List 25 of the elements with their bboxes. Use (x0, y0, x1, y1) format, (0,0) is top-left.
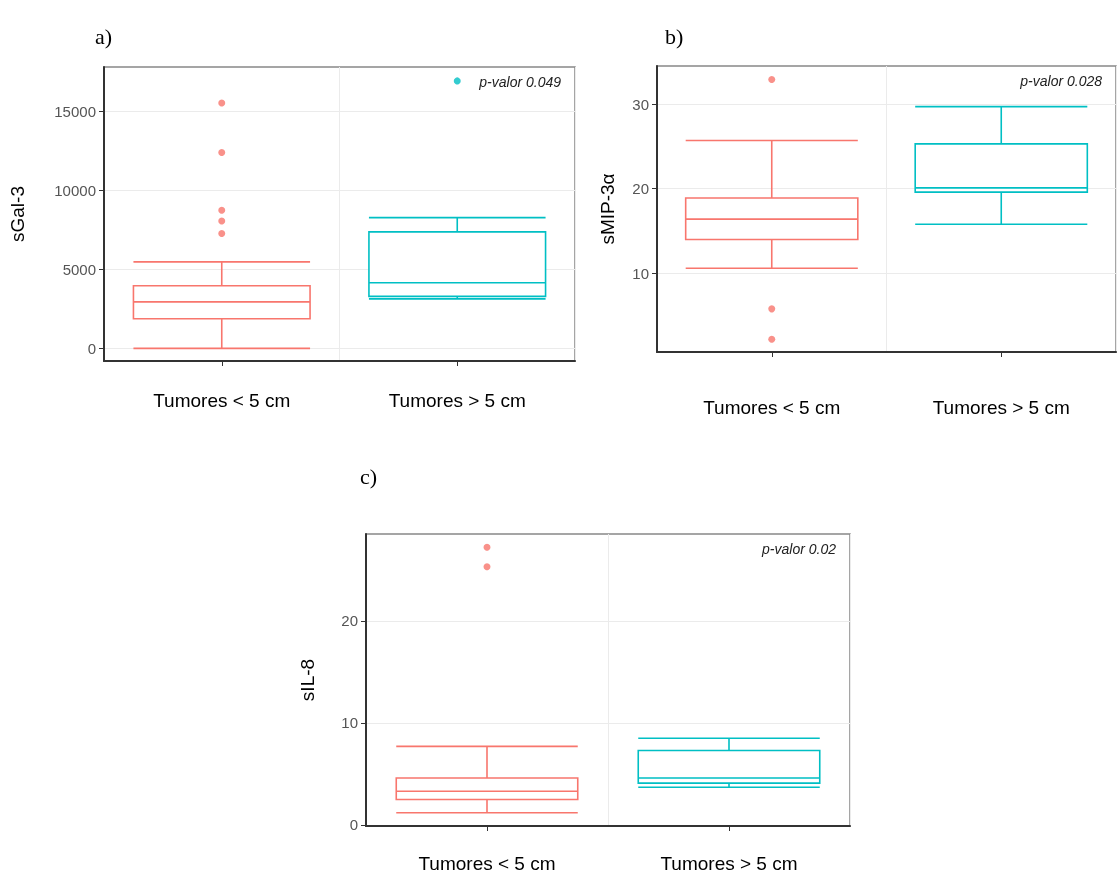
y-tick-label: 15000 (54, 102, 96, 120)
y-axis-title: sGal-3 (7, 186, 28, 242)
y-axis-title: sIL-8 (297, 658, 318, 702)
x-tick-label: Tumores > 5 cm (660, 853, 798, 874)
y-tick-label: 10 (341, 714, 358, 732)
y-tick-label: 30 (632, 95, 649, 113)
annotation: p-valor 0.028 (1019, 73, 1103, 89)
y-tick-label: 10000 (54, 181, 96, 199)
chart-title: b) (665, 23, 684, 49)
y-axis-title: sMIP-3α (597, 173, 618, 245)
y-tick-label: 0 (87, 339, 96, 357)
chart-title: a) (95, 23, 113, 49)
y-tick-label: 0 (349, 816, 358, 834)
y-tick-label: 5000 (62, 260, 96, 278)
x-tick-label: Tumores < 5 cm (703, 397, 841, 418)
annotation: p-valor 0.02 (761, 541, 837, 557)
y-tick-label: 20 (341, 612, 358, 630)
y-tick-label: 20 (632, 180, 649, 198)
x-tick-label: Tumores > 5 cm (932, 397, 1070, 418)
annotation: p-valor 0.049 (478, 74, 562, 90)
x-tick-label: Tumores < 5 cm (418, 853, 556, 874)
chart-title: c) (360, 463, 378, 489)
x-tick-label: Tumores > 5 cm (388, 390, 526, 411)
y-tick-label: 10 (632, 264, 649, 282)
x-tick-label: Tumores < 5 cm (153, 390, 291, 411)
